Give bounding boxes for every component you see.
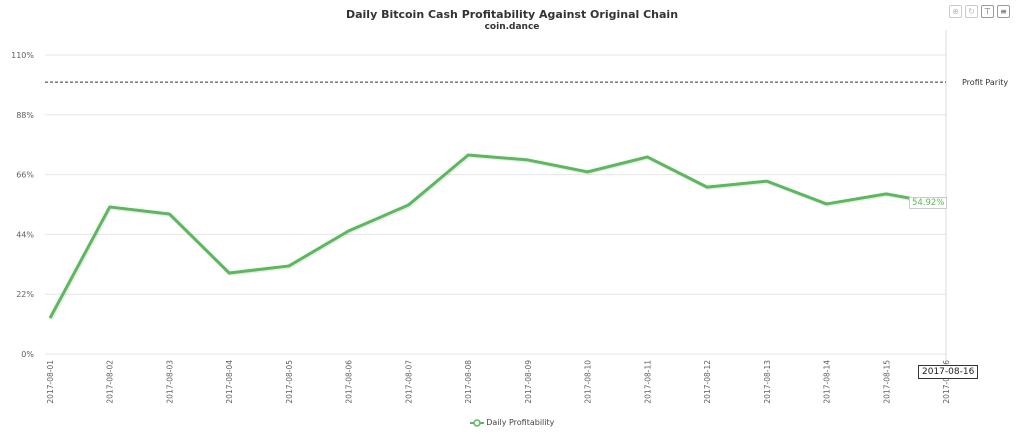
x-tick-label: 2017-08-11	[643, 360, 652, 404]
legend[interactable]: Daily Profitability	[0, 418, 1024, 427]
profit-parity-label: Profit Parity	[962, 78, 1008, 87]
x-tick-label: 2017-08-13	[763, 360, 772, 404]
menu-icon[interactable]: ≡	[997, 5, 1010, 18]
x-tick-label: 2017-08-09	[524, 360, 533, 404]
x-tick-label: 2017-08-12	[703, 360, 712, 404]
x-tick-label: 2017-08-05	[285, 360, 294, 404]
y-tick-label: 22%	[16, 290, 34, 299]
x-tick-label: 2017-08-10	[584, 360, 593, 404]
value-label: 54.92%	[909, 197, 948, 209]
x-tick-label: 2017-08-07	[404, 360, 413, 404]
zoom-icon[interactable]: ⊕	[949, 5, 962, 18]
y-tick-label: 88%	[16, 111, 34, 120]
pin-icon[interactable]: ⊤	[981, 5, 994, 18]
reset-icon[interactable]: ↻	[965, 5, 978, 18]
x-tick-label: 2017-08-06	[345, 360, 354, 404]
series-line-daily-profitability	[48, 153, 947, 319]
legend-marker-icon	[469, 418, 484, 427]
y-tick-label: 44%	[16, 230, 34, 239]
x-tick-label: 2017-08-14	[823, 360, 832, 404]
x-tooltip: 2017-08-16	[918, 365, 979, 379]
chart-subtitle: coin.dance	[484, 22, 540, 32]
x-tick-label: 2017-08-02	[106, 360, 115, 404]
x-tick-label: 2017-08-04	[225, 360, 234, 404]
x-tick-label: 2017-08-15	[882, 360, 891, 404]
chart-title: Daily Bitcoin Cash Profitability Against…	[345, 8, 679, 21]
legend-label: Daily Profitability	[486, 418, 555, 427]
x-tick-label: 2017-08-01	[46, 360, 55, 404]
y-tick-label: 66%	[16, 171, 34, 180]
x-tick-label: 2017-08-08	[464, 360, 473, 404]
y-tick-label: 0%	[21, 350, 34, 359]
y-tick-label: 110%	[11, 51, 34, 60]
x-tick-label: 2017-08-16	[942, 360, 951, 404]
x-tick-label: 2017-08-03	[165, 360, 174, 404]
